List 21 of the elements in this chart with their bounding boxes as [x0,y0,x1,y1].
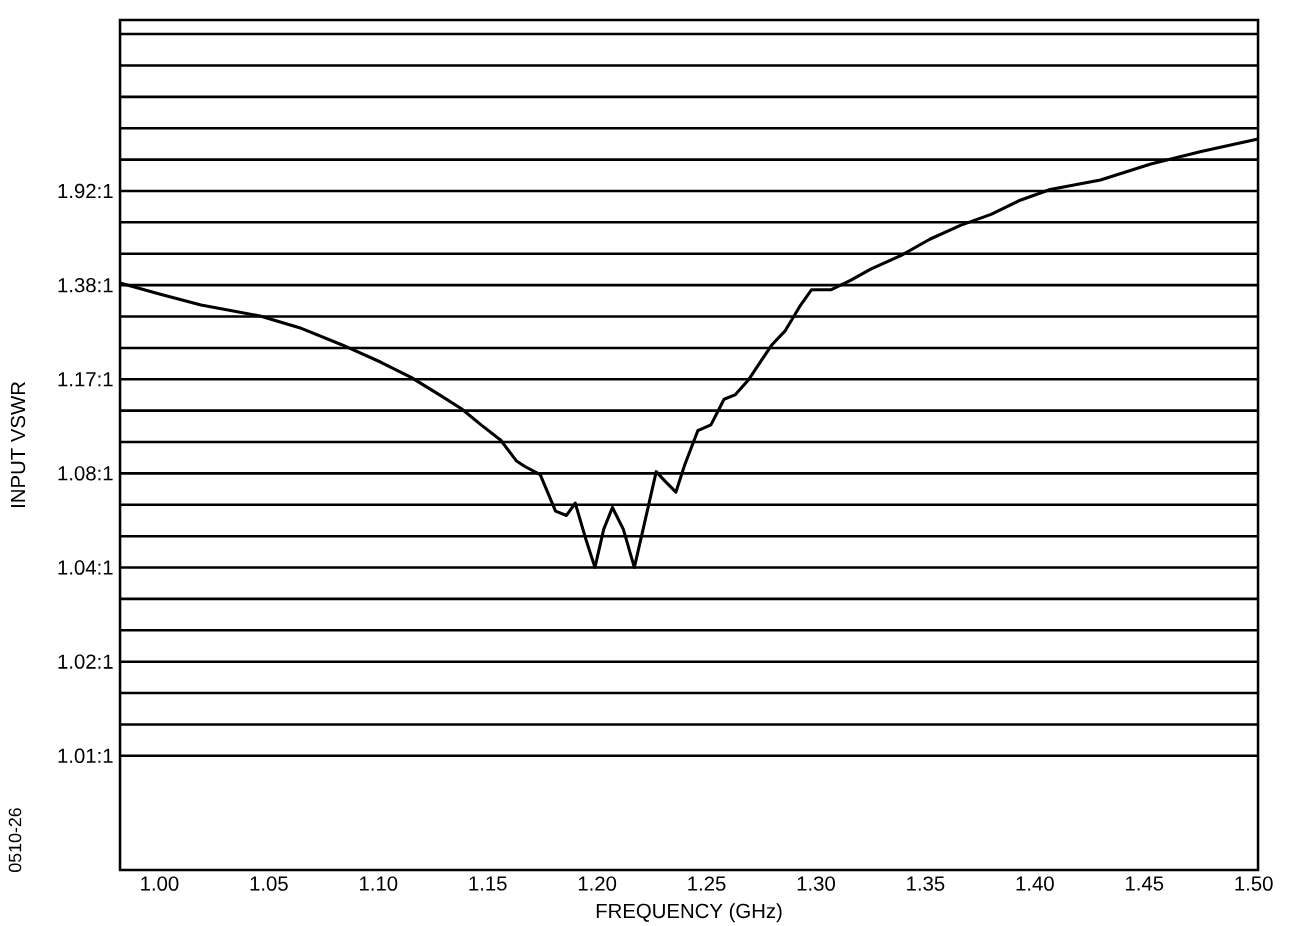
text: 1.04:1 [58,560,113,575]
x-tick-label: 1.40 [1016,876,1054,891]
x-tick-label: 1.00 [141,876,179,891]
text: 1.08:1 [58,466,113,481]
x-axis-title: FREQUENCY (GHz) [596,903,782,923]
text: 1.01:1 [58,748,113,764]
x-tick-label: 1.15 [469,876,507,891]
x-tick-label: 1.10 [360,876,398,891]
x-tick-label: 1.35 [907,876,945,891]
x-tick-label: 1.20 [578,876,617,891]
text: 0510-26 [8,808,22,872]
text: 1.38:1 [58,277,113,293]
text: 1.92:1 [58,183,113,199]
text: 1.02:1 [58,654,113,669]
x-tick-label: 1.25 [688,876,726,891]
x-tick-label: 1.05 [250,876,288,891]
x-tick-label: 1.30 [797,876,835,891]
text: 1.17:1 [58,372,113,387]
x-tick-label: 1.50 [1235,876,1273,891]
y-axis-title: INPUT VSWR [10,382,26,507]
x-tick-label: 1.45 [1125,876,1164,891]
